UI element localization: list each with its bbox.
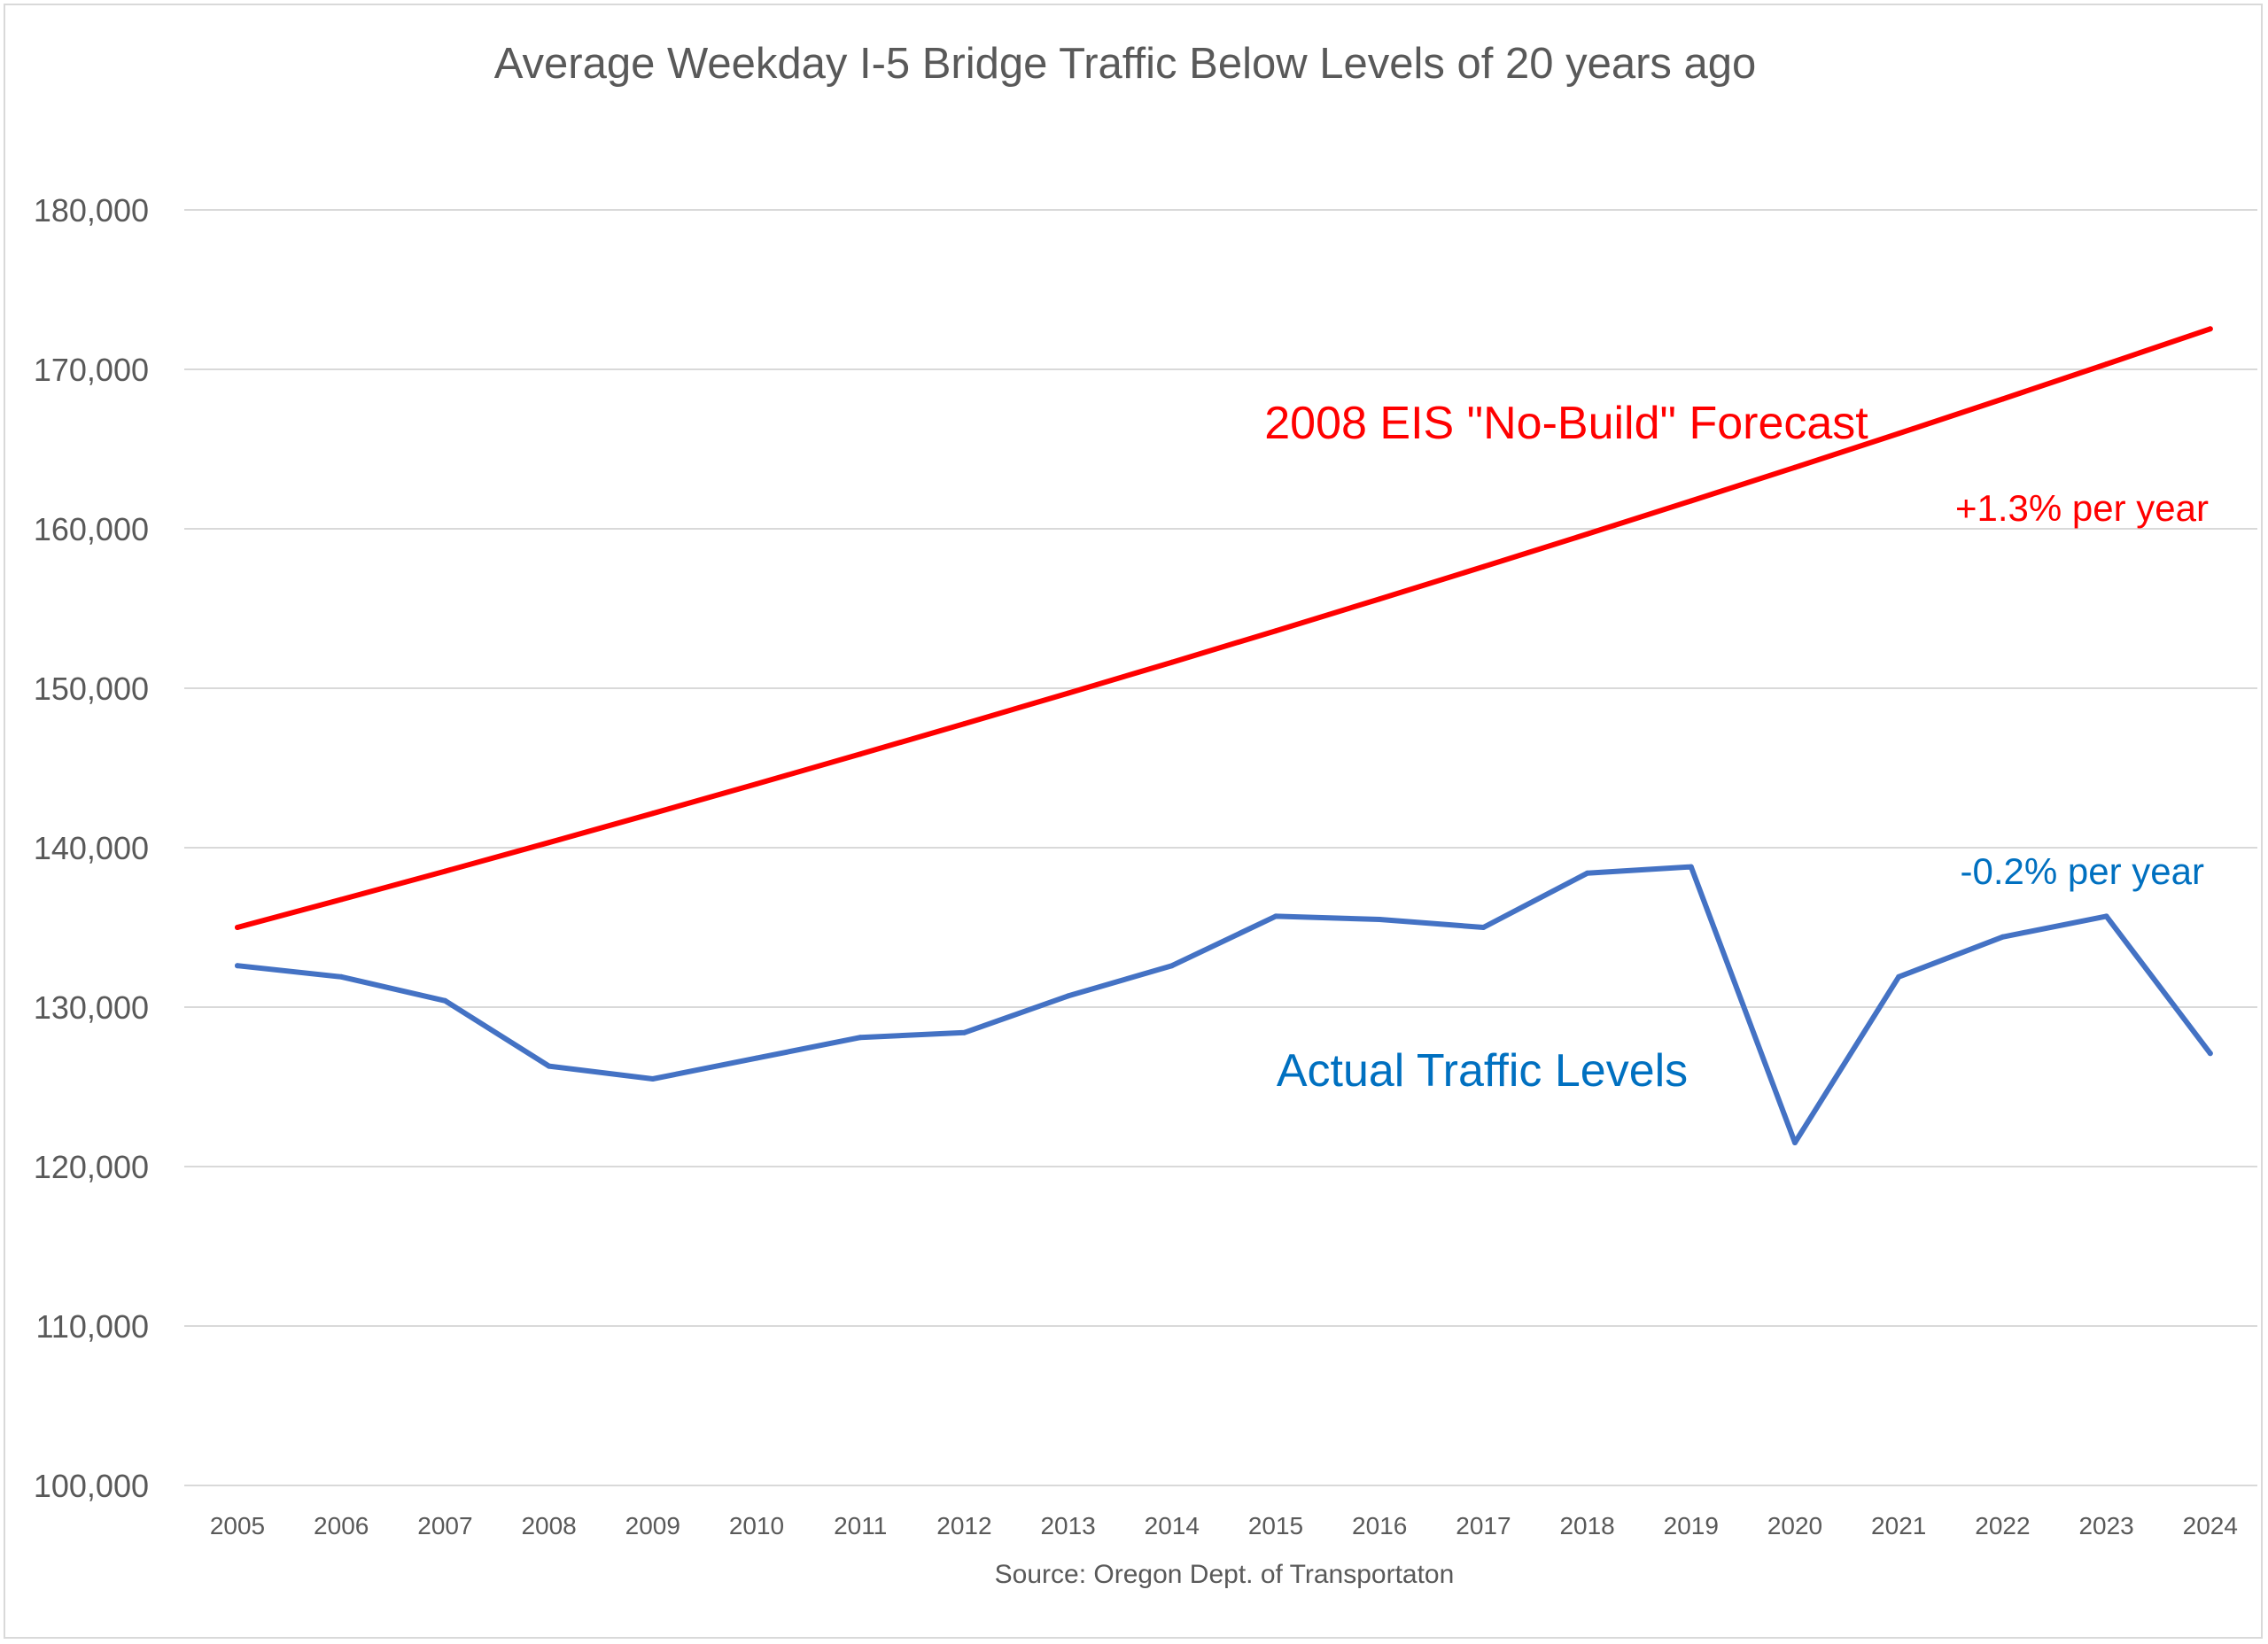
data-point (1480, 563, 1487, 570)
chart-title: Average Weekday I-5 Bridge Traffic Below… (494, 40, 1757, 88)
x-tick-label: 2019 (1664, 1512, 1719, 1539)
x-tick-label: 2015 (1248, 1512, 1303, 1539)
data-point (961, 1029, 967, 1035)
data-point (2207, 1051, 2213, 1057)
actual-growth-rate-label: -0.2% per year (1961, 850, 2204, 892)
data-point (1792, 1140, 1798, 1145)
data-point (858, 1035, 864, 1041)
x-tick-label: 2006 (314, 1512, 369, 1539)
x-axis-source-label: Source: Oregon Dept. of Transportaton (995, 1560, 1455, 1589)
data-point (1065, 993, 1071, 999)
data-point (546, 840, 552, 846)
x-tick-label: 2017 (1456, 1512, 1511, 1539)
chart-frame (4, 4, 2263, 1639)
data-point (338, 973, 345, 980)
data-point (649, 810, 656, 817)
x-axis-tick-labels: 2005 2006 2007 2008 2009 2010 2011 2012 2013 2014… (210, 1512, 2238, 1539)
data-point (1792, 464, 1798, 470)
series (235, 326, 2213, 1145)
y-tick-label: 170,000 (34, 352, 149, 388)
data-point (2103, 913, 2109, 919)
x-tick-label: 2021 (1871, 1512, 1926, 1539)
forecast-line (235, 326, 2213, 930)
x-tick-label: 2016 (1352, 1512, 1407, 1539)
y-tick-label: 150,000 (34, 671, 149, 707)
data-point (1169, 963, 1175, 969)
x-tick-label: 2011 (834, 1512, 887, 1539)
data-point (2207, 326, 2213, 332)
x-tick-label: 2005 (210, 1512, 265, 1539)
y-tick-label: 100,000 (34, 1468, 149, 1504)
data-point (649, 1076, 656, 1082)
data-point (546, 1063, 552, 1069)
data-point (442, 997, 448, 1004)
data-point (1584, 531, 1590, 537)
y-tick-label: 120,000 (34, 1149, 149, 1185)
x-tick-label: 2013 (1040, 1512, 1095, 1539)
data-point (1377, 596, 1383, 602)
x-tick-label: 2024 (2183, 1512, 2238, 1539)
y-tick-label: 110,000 (36, 1308, 149, 1345)
x-tick-label: 2023 (2078, 1512, 2133, 1539)
x-tick-label: 2008 (521, 1512, 576, 1539)
forecast-series-label: 2008 EIS "No-Build" Forecast (1264, 398, 1868, 449)
data-point (1688, 864, 1694, 870)
y-tick-label: 130,000 (34, 989, 149, 1026)
data-point (1377, 917, 1383, 922)
actual-series-label: Actual Traffic Levels (1277, 1045, 1688, 1097)
data-point (2000, 396, 2006, 402)
data-point (961, 721, 967, 727)
data-point (442, 868, 448, 874)
data-point (1273, 628, 1278, 634)
data-point (858, 751, 864, 757)
data-point (1065, 690, 1071, 696)
x-tick-label: 2022 (1975, 1512, 2030, 1539)
x-tick-label: 2009 (625, 1512, 680, 1539)
data-point (2000, 934, 2006, 940)
x-tick-label: 2018 (1559, 1512, 1614, 1539)
actual-traffic-line (235, 864, 2213, 1145)
y-tick-label: 160,000 (34, 511, 149, 547)
x-tick-label: 2012 (936, 1512, 991, 1539)
data-point (1584, 870, 1590, 876)
x-tick-label: 2007 (417, 1512, 472, 1539)
x-tick-label: 2014 (1145, 1512, 1200, 1539)
forecast-growth-rate-label: +1.3% per year (1955, 487, 2209, 529)
data-point (1273, 913, 1278, 919)
y-tick-label: 180,000 (34, 192, 149, 229)
data-point (1688, 498, 1694, 504)
data-point (338, 896, 345, 903)
data-point (1480, 925, 1487, 930)
y-tick-label: 140,000 (34, 830, 149, 866)
x-tick-label: 2010 (729, 1512, 784, 1539)
data-point (754, 1055, 759, 1061)
data-point (1169, 659, 1175, 665)
y-axis-tick-labels: 100,000 110,000 120,000 130,000 140,000 150,0… (34, 192, 149, 1504)
gridlines (184, 209, 2257, 1486)
data-point (2103, 361, 2109, 368)
data-point (1896, 973, 1902, 980)
data-point (1896, 430, 1902, 437)
data-point (754, 781, 759, 787)
data-point (235, 925, 240, 930)
data-point (235, 963, 240, 969)
x-tick-label: 2020 (1767, 1512, 1822, 1539)
